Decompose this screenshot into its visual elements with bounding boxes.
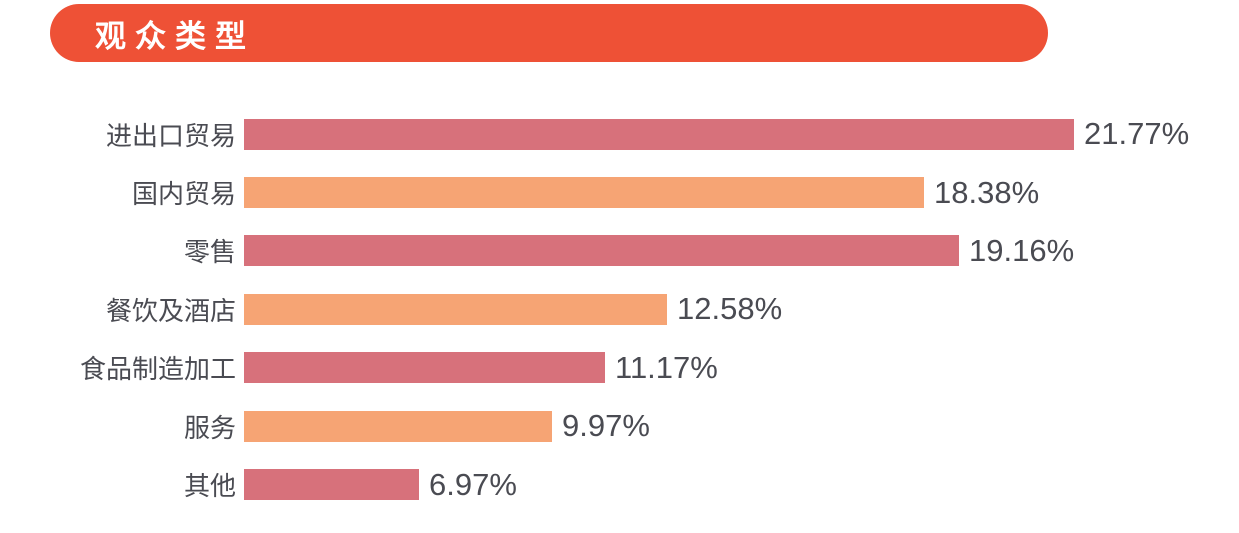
chart-row: 餐饮及酒店 12.58%	[0, 280, 1239, 338]
value-label: 11.17%	[615, 349, 718, 385]
bar	[244, 410, 552, 442]
value-label: 12.58%	[677, 291, 783, 327]
category-label: 食品制造加工	[79, 354, 236, 385]
section-title: 观众类型	[95, 18, 255, 54]
chart-row: 进出口贸易 21.77%	[0, 105, 1239, 163]
category-label: 进出口贸易	[105, 120, 236, 151]
chart-row: 国内贸易 18.38%	[0, 163, 1239, 221]
bar	[244, 469, 419, 501]
bar	[244, 235, 959, 267]
category-label: 零售	[183, 237, 236, 268]
chart-row: 服务 9.97%	[0, 397, 1239, 455]
value-label: 18.38%	[934, 174, 1040, 210]
value-label: 19.16%	[969, 232, 1075, 268]
section-header-badge: 观众类型	[50, 4, 1048, 62]
category-label: 餐饮及酒店	[105, 295, 236, 326]
category-label: 服务	[183, 412, 236, 443]
chart-row: 食品制造加工 11.17%	[0, 339, 1239, 397]
chart-row: 其他 6.97%	[0, 455, 1239, 513]
value-label: 21.77%	[1084, 116, 1190, 152]
bar	[244, 118, 1074, 150]
category-label: 其他	[183, 471, 236, 502]
category-label: 国内贸易	[131, 179, 236, 210]
bar	[244, 177, 924, 209]
value-label: 9.97%	[562, 408, 650, 444]
chart-row: 零售 19.16%	[0, 222, 1239, 280]
value-label: 6.97%	[429, 466, 517, 502]
audience-type-bar-chart: 进出口贸易 21.77% 国内贸易 18.38% 零售 19.16% 餐饮及酒店…	[0, 105, 1239, 514]
bar	[244, 352, 605, 384]
bar	[244, 293, 667, 325]
